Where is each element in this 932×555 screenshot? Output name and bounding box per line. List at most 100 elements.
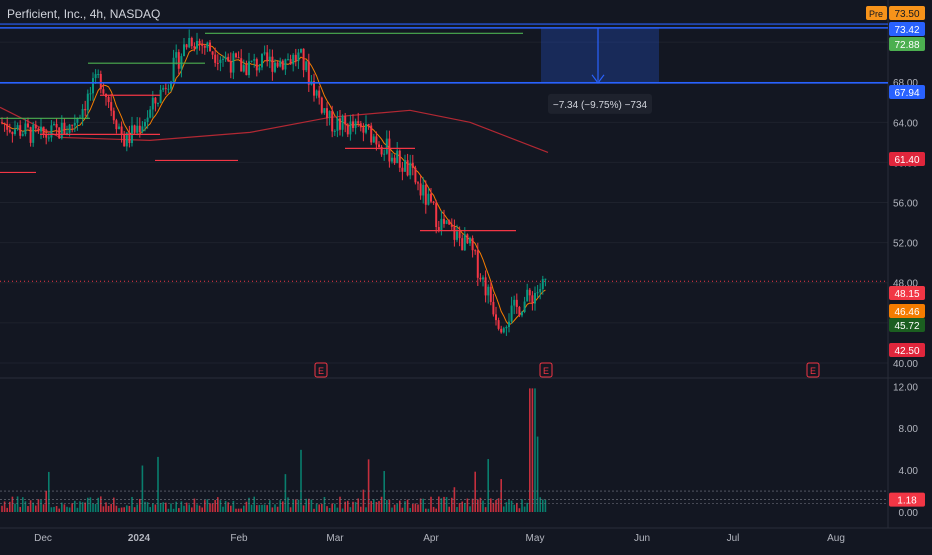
price-tag-bg <box>889 286 925 300</box>
volume-bar <box>310 499 313 512</box>
volume-bar <box>487 459 489 512</box>
candle-body <box>391 157 393 162</box>
price-tag-bg <box>889 343 925 357</box>
candle-body <box>505 327 508 329</box>
volume-bar <box>107 505 110 512</box>
candle-body <box>68 124 71 133</box>
volume-bar <box>479 497 482 512</box>
candle-body <box>175 52 178 58</box>
volume-bar <box>209 503 211 512</box>
volume-bar <box>74 500 76 512</box>
candle-body <box>242 65 245 72</box>
time-tick-label: Aug <box>827 533 845 544</box>
volume-bar <box>214 500 216 512</box>
candle-body <box>21 134 24 136</box>
candle-body <box>518 306 521 316</box>
candle-body <box>11 131 14 135</box>
volume-bar <box>492 502 495 512</box>
volume-bar <box>32 502 34 512</box>
candle-body <box>450 224 453 227</box>
volume-bar <box>422 498 424 512</box>
volume-bar <box>500 479 502 512</box>
candle-body <box>128 132 131 143</box>
candle-body <box>422 184 425 196</box>
volume-tag-label: 1.18 <box>897 496 917 507</box>
candle-body <box>29 127 32 143</box>
volume-bar <box>92 503 94 512</box>
volume-bar <box>204 500 206 512</box>
candle-body <box>136 125 139 133</box>
volume-bar <box>178 508 180 512</box>
volume-bar <box>544 499 547 512</box>
candle-body <box>245 65 248 76</box>
volume-bar <box>131 496 133 512</box>
volume-bar <box>206 499 209 512</box>
candle-body <box>268 56 271 62</box>
candle-body <box>55 123 58 128</box>
volume-bar <box>152 503 154 512</box>
candle-body <box>201 43 204 46</box>
candle-body <box>188 37 191 48</box>
candle-body <box>157 102 159 104</box>
candle-body <box>214 54 217 63</box>
price-tag-bg <box>889 85 925 99</box>
candle-body <box>53 123 55 126</box>
volume-tick-label: 0.00 <box>899 508 919 519</box>
candle-body <box>302 48 305 71</box>
volume-bar <box>240 508 242 512</box>
volume-bar <box>63 504 66 512</box>
candle-body <box>133 125 136 133</box>
volume-bar <box>35 505 37 512</box>
candle-body <box>258 67 261 71</box>
candle-body <box>209 42 211 52</box>
candle-body <box>354 121 357 128</box>
candle-body <box>89 93 92 95</box>
volume-bar <box>159 503 162 512</box>
volume-bar <box>110 503 112 512</box>
candle-body <box>261 53 263 68</box>
candle-body <box>492 301 495 315</box>
volume-bar <box>302 505 305 512</box>
candle-body <box>430 193 432 202</box>
candle-body <box>196 40 198 49</box>
volume-bar <box>97 497 99 512</box>
volume-bar <box>55 505 58 512</box>
volume-bar <box>526 502 528 512</box>
candle-body <box>84 108 87 111</box>
candle-body <box>151 97 154 110</box>
volume-bar <box>334 503 336 512</box>
volume-bar <box>79 501 81 512</box>
candle-body <box>385 138 388 154</box>
candle-body <box>27 123 29 128</box>
candle-body <box>185 44 188 48</box>
candle-body <box>110 102 113 111</box>
volume-bar <box>510 500 513 512</box>
volume-bar <box>22 497 24 512</box>
volume-bar <box>11 496 14 512</box>
candle-body <box>97 73 100 75</box>
volume-bar <box>261 504 263 512</box>
candle-body <box>284 59 287 70</box>
volume-bar <box>123 507 125 512</box>
volume-bar <box>313 508 315 512</box>
price-tag-bg <box>889 304 925 318</box>
candle-body <box>513 299 516 306</box>
candle-body <box>3 123 6 125</box>
time-tick-label: Mar <box>326 533 344 544</box>
candle-body <box>346 124 349 135</box>
price-tag-label: 48.15 <box>894 289 919 300</box>
volume-bar <box>175 501 177 512</box>
volume-bar <box>40 499 42 512</box>
price-tick-label: 68.00 <box>893 78 918 89</box>
volume-bar <box>211 503 214 512</box>
candle-body <box>414 167 417 183</box>
volume-bar <box>401 507 404 512</box>
volume-bar <box>508 499 510 512</box>
candle-body <box>211 51 214 55</box>
candle-body <box>146 117 149 122</box>
volume-bar <box>188 504 190 512</box>
volume-bar <box>518 508 521 512</box>
volume-bar <box>81 502 84 512</box>
